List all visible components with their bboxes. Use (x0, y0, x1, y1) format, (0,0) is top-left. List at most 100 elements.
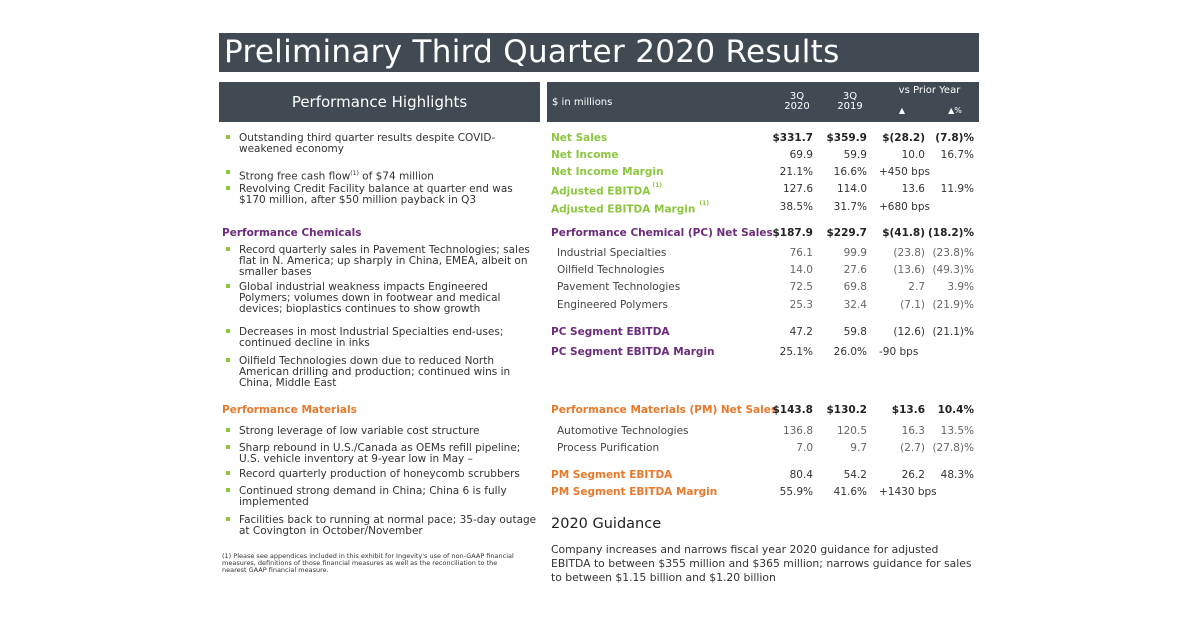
value-3q2020: 76.1 (789, 247, 813, 259)
value-3q2020: $331.7 (772, 132, 813, 144)
table-row: Performance Chemical (PC) Net Sales $187.… (551, 226, 976, 240)
value-3q2020: 47.2 (789, 326, 813, 338)
col-3q2020-a: 3Q (789, 91, 805, 102)
row-label: Performance Chemical (PC) Net Sales (551, 227, 773, 239)
row-label: Performance Materials (PM) Net Sales (551, 404, 778, 416)
bullet-chemicals: Decreases in most Industrial Specialties… (226, 327, 539, 349)
bullet-chemicals: Global industrial weakness impacts Engin… (226, 282, 539, 315)
vs-prior-year: vs Prior Year (898, 85, 961, 96)
value-3q2019: 59.9 (843, 149, 867, 161)
delta-pct-col: ▲% (948, 106, 962, 115)
value-3q2020: 69.9 (789, 149, 813, 161)
row-label: PC Segment EBITDA Margin (551, 346, 715, 358)
value-change-pct: (27.8)% (932, 442, 974, 454)
chemicals-heading: Performance Chemicals (222, 227, 362, 239)
row-label: Engineered Polymers (557, 299, 668, 311)
value-change-pct: 16.7% (940, 149, 974, 161)
table-row: Process Purification 7.0 9.7 (2.7) (27.8)% (551, 441, 976, 455)
row-label: Process Purification (557, 442, 660, 454)
footnote-sup: (1) (697, 200, 710, 207)
row-label: Oilfield Technologies (557, 264, 665, 276)
value-3q2020: 80.4 (789, 469, 813, 481)
value-3q2020: $143.8 (772, 404, 813, 416)
table-row: Net Income Margin 21.1% 16.6% +450 bps (551, 165, 976, 179)
guidance-text: Company increases and narrows fiscal yea… (551, 543, 972, 584)
value-change-pct: 11.9% (940, 183, 974, 195)
bullet-materials: Strong leverage of low variable cost str… (226, 426, 539, 437)
row-label: PM Segment EBITDA (551, 469, 673, 481)
row-label-text: Adjusted EBITDA Margin (551, 203, 696, 216)
value-3q2019: 54.2 (843, 469, 867, 481)
value-change-pct: 13.5% (940, 425, 974, 437)
value-3q2019: $130.2 (826, 404, 867, 416)
value-3q2020: 55.9% (779, 486, 813, 498)
value-3q2019: 41.6% (833, 486, 867, 498)
table-row: Adjusted EBITDA (1) 127.6 114.0 13.6 11.9% (551, 182, 976, 199)
row-label: Adjusted EBITDA (1) (551, 182, 662, 199)
units-label: $ in millions (552, 97, 613, 108)
value-change: (23.8) (893, 247, 925, 259)
value-change: +680 bps (879, 201, 930, 213)
value-3q2020: $187.9 (772, 227, 813, 239)
guidance-title: 2020 Guidance (551, 516, 662, 532)
bullet-materials: Facilities back to running at normal pac… (226, 515, 539, 537)
value-change-pct: (18.2)% (927, 227, 974, 239)
value-change-pct: (21.1)% (932, 326, 974, 338)
value-change-pct: (21.9)% (932, 299, 974, 311)
value-change: +1430 bps (879, 486, 937, 498)
bullet-general: Strong free cash flow(1) of $74 million (226, 168, 539, 183)
value-change: 16.3 (901, 425, 925, 437)
value-change-pct: (7.8)% (935, 132, 974, 144)
value-3q2020: 72.5 (789, 281, 813, 293)
value-change: (12.6) (893, 326, 925, 338)
bullet-chemicals: Record quarterly sales in Pavement Techn… (226, 245, 539, 278)
value-change: 2.7 (908, 281, 925, 293)
value-change-pct: (49.3)% (932, 264, 974, 276)
value-change: 26.2 (901, 469, 925, 481)
bullet-chemicals: Oilfield Technologies down due to reduce… (226, 356, 539, 389)
row-label: Industrial Specialties (557, 247, 667, 259)
value-3q2020: 127.6 (782, 183, 813, 195)
value-change: $13.6 (891, 404, 925, 416)
bullet-materials: Sharp rebound in U.S./Canada as OEMs ref… (226, 443, 539, 465)
table-row: PM Segment EBITDA Margin 55.9% 41.6% +1430 … (551, 485, 976, 499)
value-3q2019: 114.0 (836, 183, 867, 195)
value-3q2019: 31.7% (833, 201, 867, 213)
value-3q2019: 27.6 (843, 264, 867, 276)
value-change-pct: (23.8)% (932, 247, 974, 259)
bullet-materials: Continued strong demand in China; China … (226, 486, 539, 508)
value-change: 13.6 (901, 183, 925, 195)
value-3q2019: $359.9 (826, 132, 867, 144)
value-3q2019: 9.7 (850, 442, 867, 454)
row-label: PC Segment EBITDA (551, 326, 670, 338)
bullet-text: of $74 million (362, 170, 434, 183)
table-row: PM Segment EBITDA 80.4 54.2 26.2 48.3% (551, 468, 976, 482)
value-3q2019: 32.4 (843, 299, 867, 311)
value-change: 10.0 (901, 149, 925, 161)
value-3q2020: 14.0 (789, 264, 813, 276)
materials-heading: Performance Materials (222, 404, 357, 416)
table-row: Oilfield Technologies 14.0 27.6 (13.6) (49.3… (551, 263, 976, 277)
value-3q2020: 25.3 (789, 299, 813, 311)
value-change-pct: 10.4% (937, 404, 974, 416)
delta-col: ▲ (898, 106, 906, 115)
value-change: -90 bps (879, 346, 919, 358)
bullet-text: Strong free cash flow (239, 170, 351, 183)
page-title: Preliminary Third Quarter 2020 Results (219, 33, 979, 72)
row-label: Adjusted EBITDA Margin (1) (551, 200, 709, 217)
table-row: Industrial Specialties 76.1 99.9 (23.8) (23.… (551, 246, 976, 260)
table-row: Net Income 69.9 59.9 10.0 16.7% (551, 148, 976, 162)
bullet-materials: Record quarterly production of honeycomb… (226, 469, 539, 480)
row-label-text: Adjusted EBITDA (551, 185, 651, 198)
row-label: Pavement Technologies (557, 281, 681, 293)
value-3q2019: 59.8 (843, 326, 867, 338)
row-label: Net Income (551, 149, 619, 161)
value-3q2020: 21.1% (779, 166, 813, 178)
col-3q2019-b: 2019 (837, 101, 863, 112)
bullet-general: Outstanding third quarter results despit… (226, 133, 539, 155)
row-label: Net Income Margin (551, 166, 664, 178)
table-row: PC Segment EBITDA Margin 25.1% 26.0% -90 bp… (551, 345, 976, 359)
value-3q2019: 120.5 (836, 425, 867, 437)
value-3q2020: 38.5% (779, 201, 813, 213)
value-change: +450 bps (879, 166, 930, 178)
